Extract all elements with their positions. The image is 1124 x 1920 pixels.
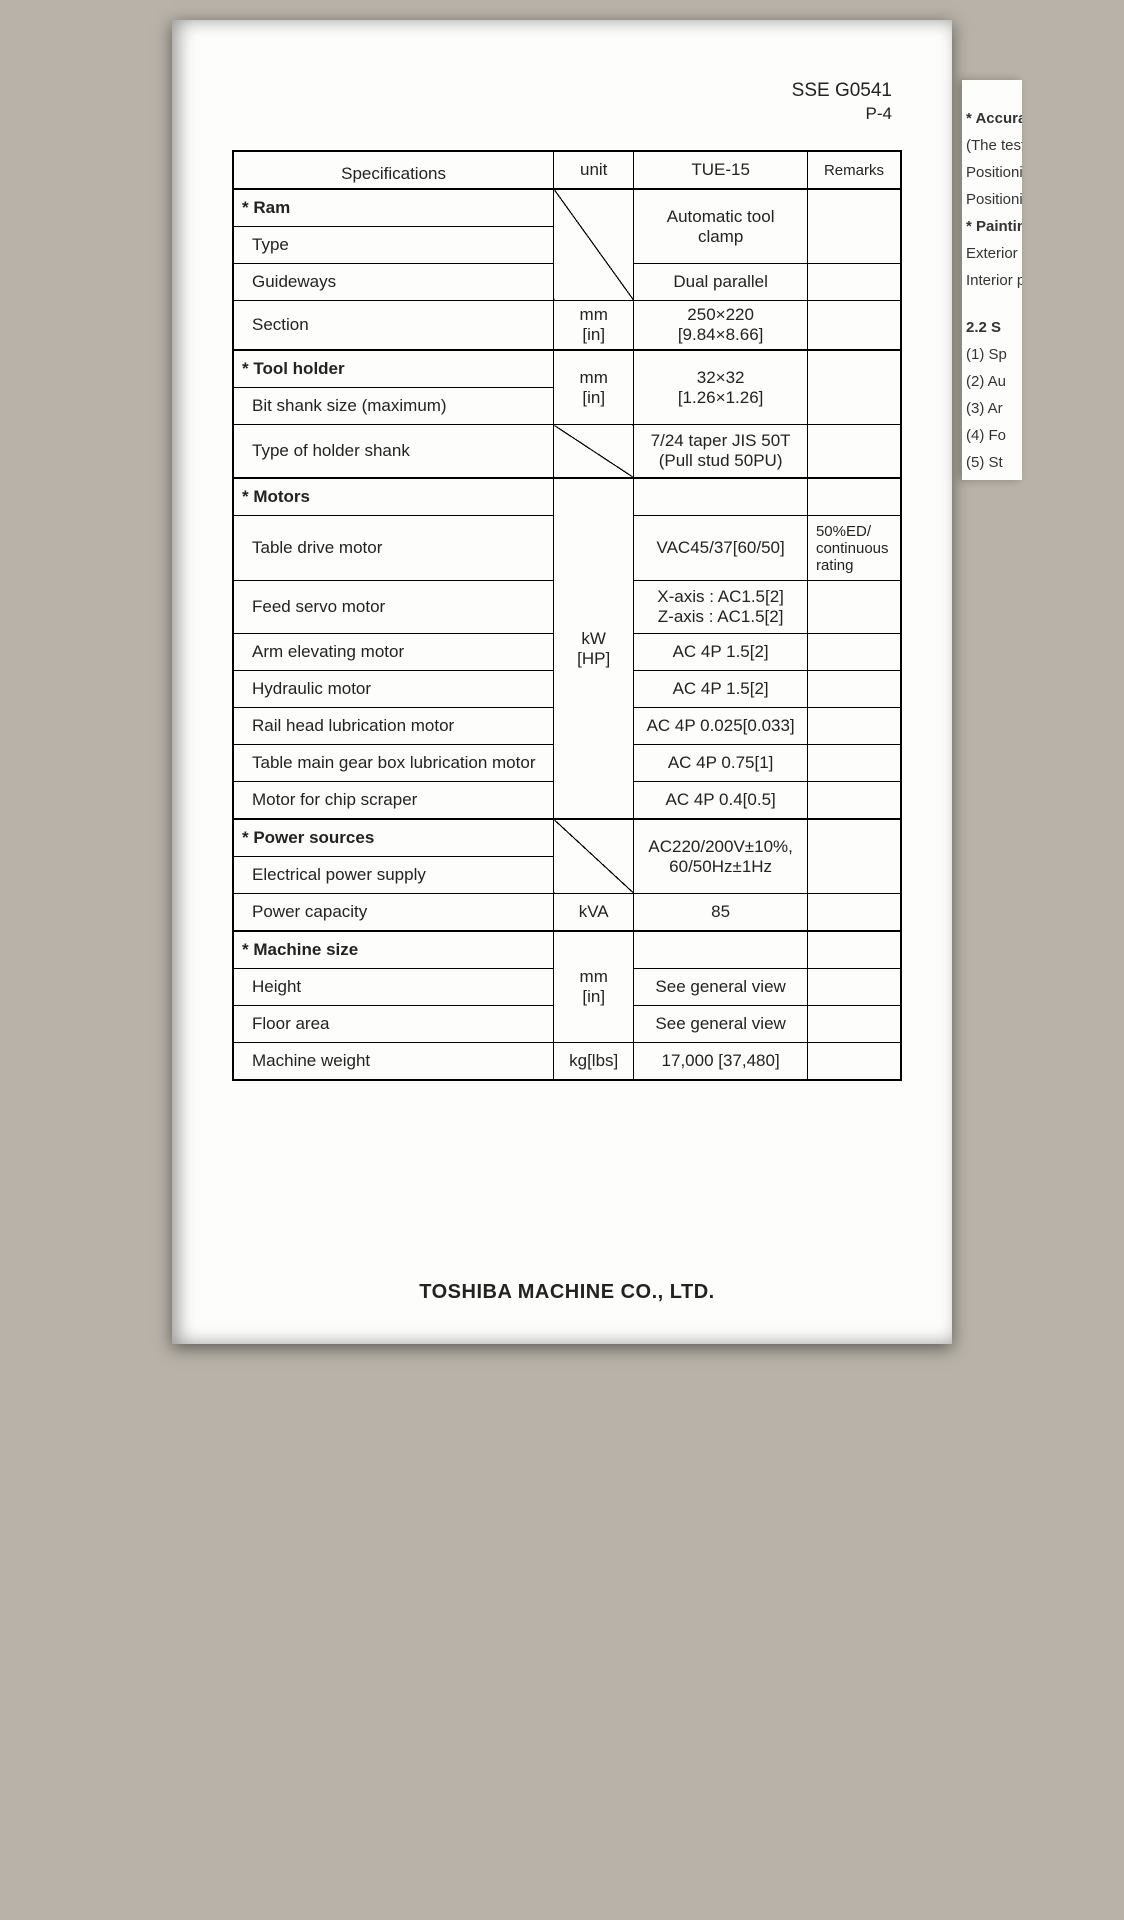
blank-cell [634, 478, 808, 516]
motor-arm-label: Arm elevating motor [233, 634, 554, 671]
sliver-text: Exterior [966, 245, 1022, 262]
ram-section-unit: mm [in] [554, 301, 634, 351]
specifications-table: Specifications unit TUE-15 Remarks * Ram… [232, 150, 902, 1081]
motor-gear-value: AC 4P 0.75[1] [634, 745, 808, 782]
header-model: TUE-15 [634, 151, 808, 189]
ram-guideways-label: Guideways [233, 264, 554, 301]
sliver-text: (4) Fo [966, 427, 1022, 444]
header-spec: Specifications [233, 151, 554, 189]
blank-cell [807, 894, 901, 932]
motors-unit: kW [HP] [554, 478, 634, 819]
ram-guideways-value: Dual parallel [634, 264, 808, 301]
section-tool: * Tool holder [233, 350, 554, 388]
blank-cell [807, 819, 901, 894]
size-floor-label: Floor area [233, 1006, 554, 1043]
power-cap-value: 85 [634, 894, 808, 932]
size-height-value: See general view [634, 969, 808, 1006]
size-unit: mm [in] [554, 931, 634, 1043]
motor-arm-value: AC 4P 1.5[2] [634, 634, 808, 671]
tool-shank-label: Type of holder shank [233, 425, 554, 479]
power-cap-unit: kVA [554, 894, 634, 932]
header-unit: unit [554, 151, 634, 189]
doc-id-line2: P-4 [792, 104, 892, 124]
blank-cell [634, 931, 808, 969]
blank-cell [807, 671, 901, 708]
section-motors: * Motors [233, 478, 554, 516]
motor-table-label: Table drive motor [233, 516, 554, 581]
size-weight-unit: kg[lbs] [554, 1043, 634, 1081]
blank-cell [807, 745, 901, 782]
blank-cell [807, 708, 901, 745]
motor-hyd-label: Hydraulic motor [233, 671, 554, 708]
sliver-text: * Painting [966, 218, 1022, 235]
ram-section-value: 250×220 [9.84×8.66] [634, 301, 808, 351]
blank-cell [807, 1043, 901, 1081]
tool-shank-value: 7/24 taper JIS 50T (Pull stud 50PU) [634, 425, 808, 479]
footer-company: TOSHIBA MACHINE CO., LTD. [232, 1281, 902, 1304]
tool-bit-unit: mm [in] [554, 350, 634, 425]
blank-cell [807, 1006, 901, 1043]
blank-cell [807, 425, 901, 479]
size-weight-value: 17,000 [37,480] [634, 1043, 808, 1081]
size-floor-value: See general view [634, 1006, 808, 1043]
motor-chip-label: Motor for chip scraper [233, 782, 554, 820]
blank-cell [554, 819, 634, 894]
header-remarks: Remarks [807, 151, 901, 189]
next-page-sliver: * Accurac (The test Positioni Positioni … [962, 80, 1022, 480]
power-supply-label: Electrical power supply [233, 857, 554, 894]
blank-cell [554, 189, 634, 301]
tool-bit-value: 32×32 [1.26×1.26] [634, 350, 808, 425]
ram-section-label: Section [233, 301, 554, 351]
ram-type-value: Automatic tool clamp [634, 189, 808, 264]
blank-cell [554, 425, 634, 479]
blank-cell [807, 478, 901, 516]
motor-table-value: VAC45/37[60/50] [634, 516, 808, 581]
sliver-text: (2) Au [966, 373, 1022, 390]
sliver-text: Interior p [966, 272, 1022, 289]
document-id: SSE G0541 P-4 [792, 80, 892, 124]
motor-rail-value: AC 4P 0.025[0.033] [634, 708, 808, 745]
blank-cell [807, 634, 901, 671]
motor-rail-label: Rail head lubrication motor [233, 708, 554, 745]
ram-type-label: Type [233, 227, 554, 264]
blank-cell [807, 301, 901, 351]
section-ram: * Ram [233, 189, 554, 227]
motor-chip-value: AC 4P 0.4[0.5] [634, 782, 808, 820]
blank-cell [807, 969, 901, 1006]
sliver-text: Positioni [966, 164, 1022, 181]
sliver-text: (5) St [966, 454, 1022, 471]
blank-cell [807, 264, 901, 301]
blank-cell [807, 581, 901, 634]
power-cap-label: Power capacity [233, 894, 554, 932]
power-supply-value: AC220/200V±10%, 60/50Hz±1Hz [634, 819, 808, 894]
size-height-label: Height [233, 969, 554, 1006]
blank-cell [807, 189, 901, 264]
sliver-text: (The test [966, 137, 1022, 154]
sliver-text: Positioni [966, 191, 1022, 208]
sliver-text: (3) Ar [966, 400, 1022, 417]
sliver-text: * Accurac [966, 110, 1022, 127]
sliver-text: (1) Sp [966, 346, 1022, 363]
motor-feed-value: X-axis : AC1.5[2] Z-axis : AC1.5[2] [634, 581, 808, 634]
size-weight-label: Machine weight [233, 1043, 554, 1081]
motor-feed-label: Feed servo motor [233, 581, 554, 634]
doc-id-line1: SSE G0541 [792, 80, 892, 102]
blank-cell [807, 782, 901, 820]
sliver-text: 2.2 S [966, 319, 1022, 336]
motor-table-remark: 50%ED/ continuous rating [807, 516, 901, 581]
motor-gear-label: Table main gear box lubrication motor [233, 745, 554, 782]
motor-hyd-value: AC 4P 1.5[2] [634, 671, 808, 708]
section-size: * Machine size [233, 931, 554, 969]
blank-cell [807, 350, 901, 425]
tool-bit-label: Bit shank size (maximum) [233, 388, 554, 425]
blank-cell [807, 931, 901, 969]
section-power: * Power sources [233, 819, 554, 857]
